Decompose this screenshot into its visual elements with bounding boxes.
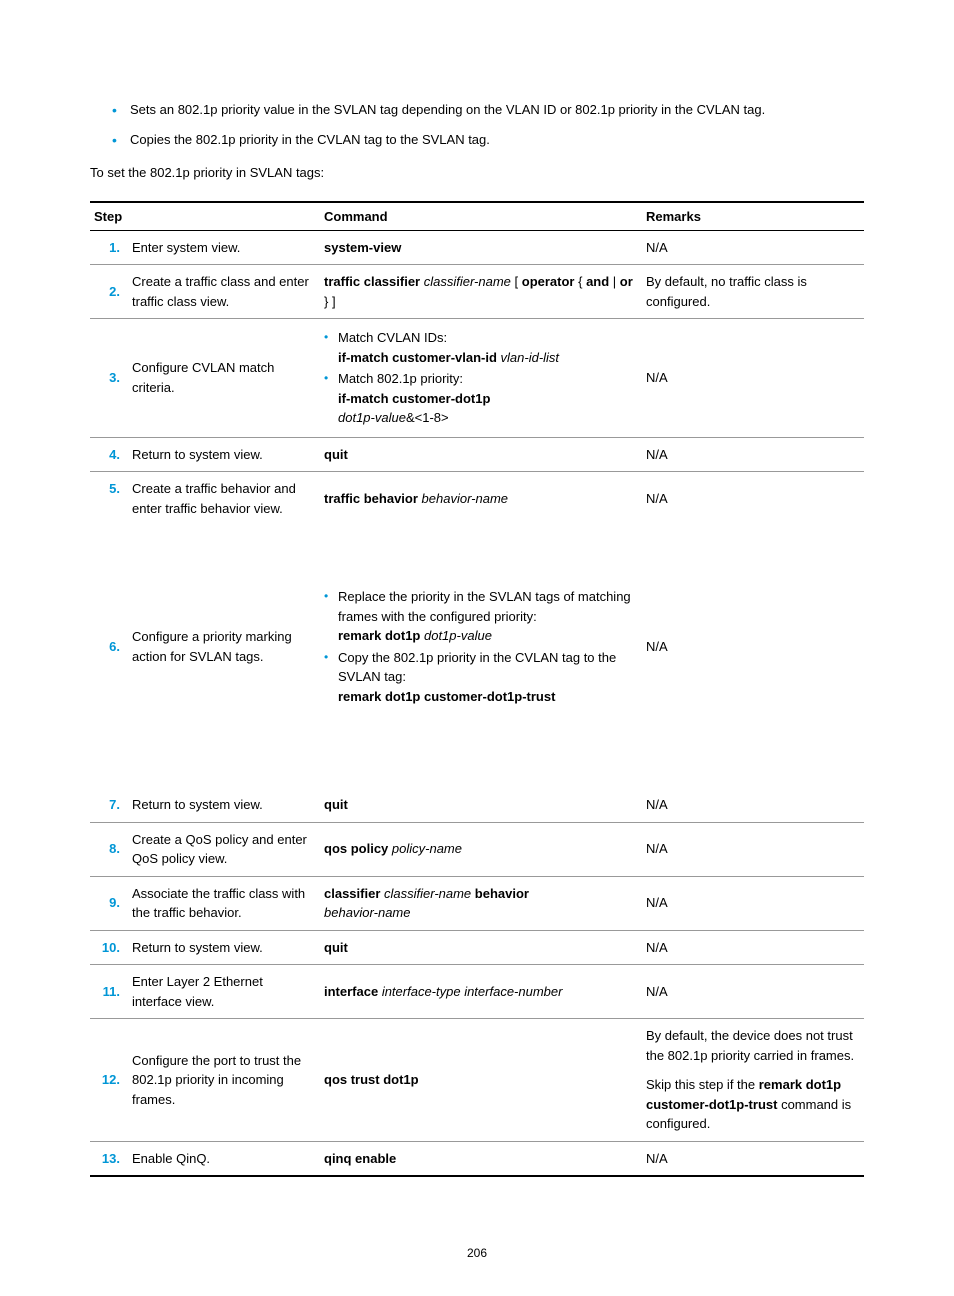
- step-remark: N/A: [642, 788, 864, 822]
- table-row: 9. Associate the traffic class with the …: [90, 876, 864, 930]
- command-option: Match CVLAN IDs: if-match customer-vlan-…: [338, 328, 634, 367]
- table-row: 4. Return to system view. quit N/A: [90, 437, 864, 472]
- step-remark: N/A: [642, 1141, 864, 1176]
- step-remark: By default, no traffic class is configur…: [642, 265, 864, 319]
- step-command: classifier classifier-name behavior beha…: [320, 876, 642, 930]
- table-row: 6. Configure a priority marking action f…: [90, 525, 864, 788]
- step-number: 11.: [90, 965, 128, 1019]
- bullet-item: Sets an 802.1p priority value in the SVL…: [130, 100, 864, 120]
- step-command: quit: [320, 788, 642, 822]
- table-row: 8. Create a QoS policy and enter QoS pol…: [90, 822, 864, 876]
- bullet-item: Copies the 802.1p priority in the CVLAN …: [130, 130, 864, 150]
- step-description: Return to system view.: [128, 788, 320, 822]
- table-row: 2. Create a traffic class and enter traf…: [90, 265, 864, 319]
- step-description: Return to system view.: [128, 930, 320, 965]
- steps-table: Step Command Remarks 1. Enter system vie…: [90, 201, 864, 1178]
- step-remark: N/A: [642, 437, 864, 472]
- step-command: Match CVLAN IDs: if-match customer-vlan-…: [320, 319, 642, 438]
- step-remark: N/A: [642, 472, 864, 526]
- command-option: Copy the 802.1p priority in the CVLAN ta…: [338, 648, 634, 707]
- step-number: 3.: [90, 319, 128, 438]
- step-remark: N/A: [642, 876, 864, 930]
- table-row: 10. Return to system view. quit N/A: [90, 930, 864, 965]
- intro-paragraph: To set the 802.1p priority in SVLAN tags…: [90, 163, 864, 183]
- step-number: 5.: [90, 472, 128, 526]
- step-number: 8.: [90, 822, 128, 876]
- step-number: 13.: [90, 1141, 128, 1176]
- command-option: Replace the priority in the SVLAN tags o…: [338, 587, 634, 646]
- step-command: traffic behavior behavior-name: [320, 472, 642, 526]
- step-number: 4.: [90, 437, 128, 472]
- step-description: Enter system view.: [128, 230, 320, 265]
- step-description: Associate the traffic class with the tra…: [128, 876, 320, 930]
- step-command: qos policy policy-name: [320, 822, 642, 876]
- col-header-step: Step: [90, 202, 320, 231]
- step-command: quit: [320, 437, 642, 472]
- step-number: 10.: [90, 930, 128, 965]
- step-command: qinq enable: [320, 1141, 642, 1176]
- step-description: Configure CVLAN match criteria.: [128, 319, 320, 438]
- step-command: traffic classifier classifier-name [ ope…: [320, 265, 642, 319]
- step-remark: N/A: [642, 525, 864, 788]
- step-command: qos trust dot1p: [320, 1019, 642, 1142]
- document-page: Sets an 802.1p priority value in the SVL…: [0, 0, 954, 1296]
- intro-bullet-list: Sets an 802.1p priority value in the SVL…: [90, 100, 864, 149]
- step-description: Create a traffic behavior and enter traf…: [128, 472, 320, 526]
- table-row: 3. Configure CVLAN match criteria. Match…: [90, 319, 864, 438]
- step-number: 7.: [90, 788, 128, 822]
- table-row: 5. Create a traffic behavior and enter t…: [90, 472, 864, 526]
- step-number: 1.: [90, 230, 128, 265]
- step-number: 9.: [90, 876, 128, 930]
- step-number: 2.: [90, 265, 128, 319]
- table-row: 13. Enable QinQ. qinq enable N/A: [90, 1141, 864, 1176]
- step-description: Return to system view.: [128, 437, 320, 472]
- col-header-remarks: Remarks: [642, 202, 864, 231]
- step-command: quit: [320, 930, 642, 965]
- step-command: system-view: [320, 230, 642, 265]
- step-description: Enable QinQ.: [128, 1141, 320, 1176]
- step-remark: N/A: [642, 822, 864, 876]
- step-command: Replace the priority in the SVLAN tags o…: [320, 525, 642, 788]
- step-description: Create a traffic class and enter traffic…: [128, 265, 320, 319]
- step-description: Create a QoS policy and enter QoS policy…: [128, 822, 320, 876]
- step-command: interface interface-type interface-numbe…: [320, 965, 642, 1019]
- page-number: 206: [0, 1246, 954, 1260]
- table-row: 11. Enter Layer 2 Ethernet interface vie…: [90, 965, 864, 1019]
- command-option: Match 802.1p priority: if-match customer…: [338, 369, 634, 428]
- step-remark: N/A: [642, 965, 864, 1019]
- step-description: Configure the port to trust the 802.1p p…: [128, 1019, 320, 1142]
- step-description: Configure a priority marking action for …: [128, 525, 320, 788]
- step-remark: N/A: [642, 930, 864, 965]
- step-remark: N/A: [642, 230, 864, 265]
- step-number: 12.: [90, 1019, 128, 1142]
- step-number: 6.: [90, 525, 128, 788]
- col-header-command: Command: [320, 202, 642, 231]
- step-remark: N/A: [642, 319, 864, 438]
- step-description: Enter Layer 2 Ethernet interface view.: [128, 965, 320, 1019]
- table-row: 12. Configure the port to trust the 802.…: [90, 1019, 864, 1142]
- table-row: 7. Return to system view. quit N/A: [90, 788, 864, 822]
- step-remark: By default, the device does not trust th…: [642, 1019, 864, 1142]
- table-row: 1. Enter system view. system-view N/A: [90, 230, 864, 265]
